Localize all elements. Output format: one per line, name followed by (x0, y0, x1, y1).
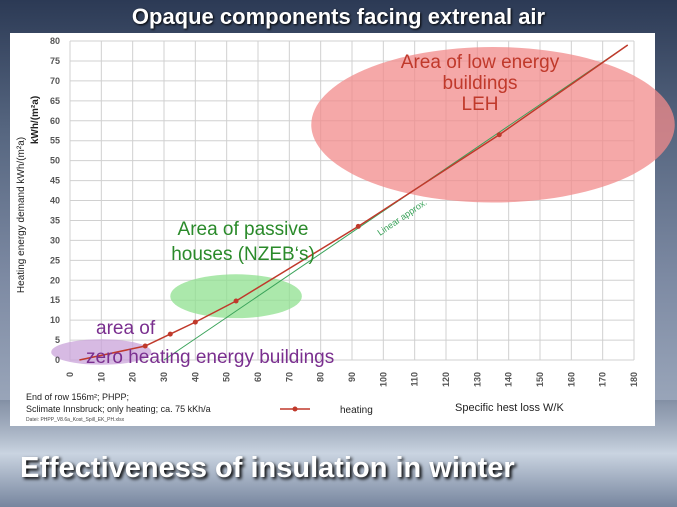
chart-lines (79, 44, 629, 361)
y-tick-label: 60 (50, 116, 60, 126)
data-point (233, 298, 239, 304)
y-tick-label: 55 (50, 136, 60, 146)
x-tick-label: 130 (472, 372, 482, 387)
x-tick-label: 120 (441, 372, 451, 387)
x-tick-label: 20 (128, 372, 138, 382)
x-tick-label: 0 (65, 372, 75, 377)
area-ellipse-2 (51, 339, 152, 365)
data-point (192, 319, 198, 325)
y-tick-label: 25 (50, 255, 60, 265)
x-axis-label: Specific hest loss W/K (455, 402, 564, 414)
y-axis-label-units: kWh/(m²a) (30, 96, 41, 144)
area-label-0-line-2: LEH (462, 94, 499, 115)
tick-labels: 0 5 10 15 20 25 30 35 40 45 50 55 60 65 70 75 80 0 10 20 30 4… (50, 36, 639, 387)
x-tick-label: 10 (96, 372, 106, 382)
data-point (167, 331, 173, 337)
x-tick-label: 50 (222, 372, 232, 382)
chart-points (142, 132, 502, 349)
y-tick-label: 45 (50, 176, 60, 186)
x-tick-label: 30 (159, 372, 169, 382)
note-line-1: End of row 156m²; PHPP; (26, 392, 129, 402)
x-tick-label: 90 (347, 372, 357, 382)
data-point (496, 132, 502, 138)
data-point (142, 343, 148, 349)
x-tick-label: 140 (504, 372, 514, 387)
y-tick-label: 20 (50, 275, 60, 285)
x-tick-label: 150 (535, 372, 545, 387)
x-tick-label: 160 (566, 372, 576, 387)
x-tick-label: 40 (190, 372, 200, 382)
y-tick-label: 50 (50, 156, 60, 166)
y-axis-label: Heating energy demand kWh/(m²a) (16, 137, 27, 293)
x-tick-label: 100 (378, 372, 388, 387)
note-line-2: Sclimate Innsbruck; only heating; ca. 75… (26, 404, 211, 414)
y-tick-label: 10 (50, 315, 60, 325)
x-tick-label: 110 (410, 372, 420, 387)
y-tick-label: 5 (55, 335, 60, 345)
note-line-3: Datei: PHPP_V8.6a_Kost_Spill_EK_PH.xlsx (26, 417, 125, 423)
area-ellipse-0 (311, 46, 675, 203)
footer-title: Effectiveness of insulation in winter (20, 452, 515, 484)
area-ellipse-1 (170, 274, 302, 319)
area-label-2-line-0: area of (96, 318, 156, 339)
legend: heating (280, 405, 373, 416)
legend-label-heating: heating (340, 405, 373, 416)
y-tick-label: 65 (50, 96, 60, 106)
y-tick-label: 80 (50, 36, 60, 46)
x-tick-label: 180 (629, 372, 639, 387)
y-tick-label: 40 (50, 196, 60, 206)
y-tick-label: 15 (50, 295, 60, 305)
data-point (355, 223, 361, 229)
legend-marker (292, 406, 298, 412)
area-label-0-line-1: buildings (443, 73, 518, 94)
y-tick-label: 75 (50, 56, 60, 66)
y-tick-label: 70 (50, 76, 60, 86)
area-label-1-line-0: Area of passive (178, 219, 309, 240)
y-tick-label: 35 (50, 215, 60, 225)
area-label-2-line-1: zero heating energy buildings (86, 347, 334, 368)
x-tick-label: 170 (598, 372, 608, 387)
y-tick-label: 0 (55, 355, 60, 365)
area-label-0-line-0: Area of low energy (401, 52, 560, 73)
x-tick-label: 80 (316, 372, 326, 382)
series-line-heating (79, 44, 629, 361)
x-tick-label: 60 (253, 372, 263, 382)
y-tick-label: 30 (50, 235, 60, 245)
area-ellipses (51, 46, 675, 365)
area-label-1-line-1: houses (NZEB‘s) (171, 244, 315, 265)
x-tick-label: 70 (284, 372, 294, 382)
slide-title: Opaque components facing extrenal air (131, 4, 546, 29)
